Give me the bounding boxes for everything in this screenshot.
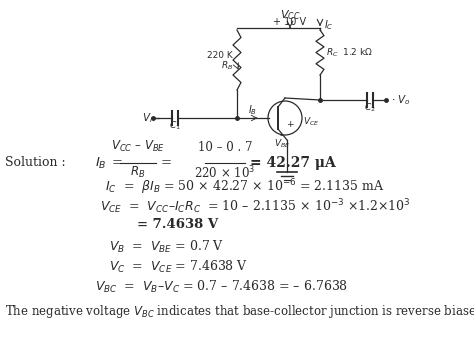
Text: $I_C$: $I_C$ [324,18,334,32]
Text: $V_{BE}$: $V_{BE}$ [274,137,290,149]
Text: $I_B$: $I_B$ [248,103,257,117]
Text: –: – [280,131,284,140]
Text: $V_{CC}$: $V_{CC}$ [280,8,300,22]
Text: +: + [286,120,294,129]
Text: $V_{CE}$  =  $V_{CC}$–$I_C$$R_C$  = 10 – 2.1135 × 10$^{-3}$ ×1.2×10$^3$: $V_{CE}$ = $V_{CC}$–$I_C$$R_C$ = 10 – 2.… [100,198,411,216]
Text: $R_B$: $R_B$ [130,165,146,180]
Text: $R_C$  1.2 k$\Omega$: $R_C$ 1.2 k$\Omega$ [326,46,373,59]
Text: =: = [112,157,123,170]
Text: $R_B$: $R_B$ [221,60,233,72]
Text: $I_C$  =  $\beta I_B$ = 50 × 42.27 × 10$^{-6}$ = 2.1135 mA: $I_C$ = $\beta I_B$ = 50 × 42.27 × 10$^{… [105,177,384,197]
Text: $I_B$: $I_B$ [95,156,107,171]
Text: 220 K: 220 K [207,51,233,60]
Text: $V_{CE}$: $V_{CE}$ [303,116,319,128]
Text: = 42.27 μA: = 42.27 μA [250,156,336,170]
Text: V$_i$: V$_i$ [142,111,153,125]
Text: 10 – 0 . 7: 10 – 0 . 7 [198,141,252,154]
Text: =: = [161,157,172,170]
Text: $C_2$: $C_2$ [364,102,376,115]
Text: Solution :: Solution : [5,157,65,170]
Text: = 7.4638 V: = 7.4638 V [137,219,218,232]
Text: + 10 V: + 10 V [273,17,307,27]
Text: The negative voltage $V_{BC}$ indicates that base-collector junction is reverse : The negative voltage $V_{BC}$ indicates … [5,302,474,319]
Text: $V_C$  =  $V_{CE}$ = 7.4638 V: $V_C$ = $V_{CE}$ = 7.4638 V [109,259,248,275]
Text: $\,\cdot V_o$: $\,\cdot V_o$ [388,93,410,107]
Text: 220 × 10$^3$: 220 × 10$^3$ [194,165,255,182]
Text: $C_1$: $C_1$ [169,120,181,133]
Text: $V_{CC}$ – $V_{BE}$: $V_{CC}$ – $V_{BE}$ [111,139,165,154]
Text: $V_{BC}$  =  $V_B$–$V_C$ = 0.7 – 7.4638 = – 6.7638: $V_{BC}$ = $V_B$–$V_C$ = 0.7 – 7.4638 = … [95,279,348,295]
Text: $V_B$  =  $V_{BE}$ = 0.7 V: $V_B$ = $V_{BE}$ = 0.7 V [109,239,224,255]
